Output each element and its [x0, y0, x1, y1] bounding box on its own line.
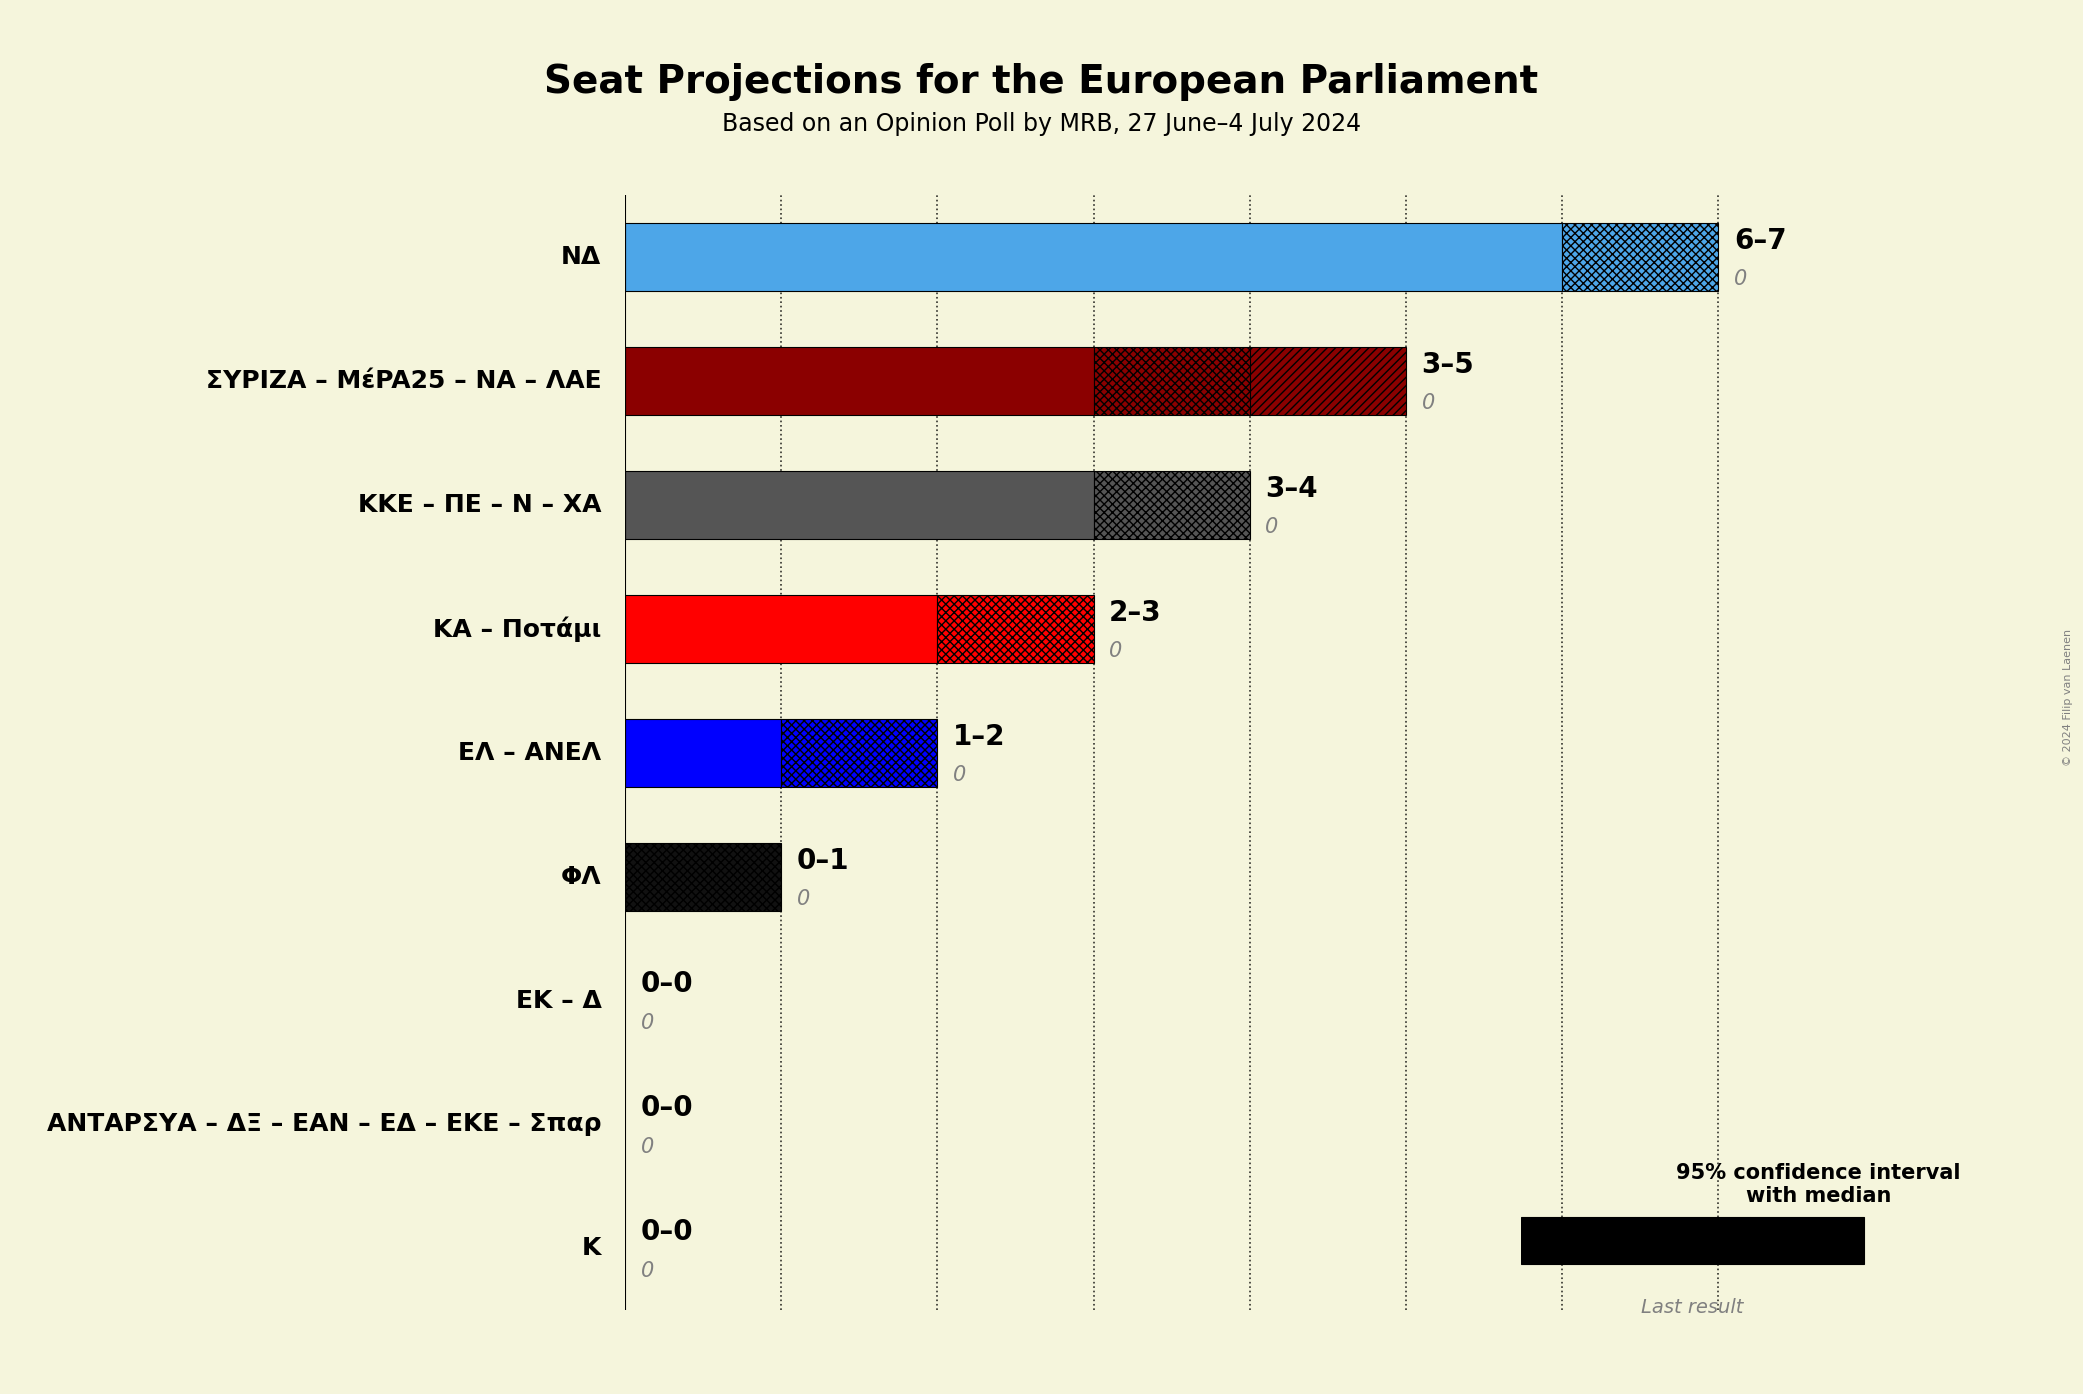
Text: 0: 0 — [796, 889, 810, 909]
Text: 0–0: 0–0 — [639, 1218, 694, 1246]
Bar — [781, 719, 937, 786]
Text: 2–3: 2–3 — [1108, 599, 1162, 627]
Text: ΣΥΡΙΖΑ – ΜέPA25 – ΝΑ – ΛΑΕ: ΣΥΡΙΖΑ – ΜέPA25 – ΝΑ – ΛΑΕ — [206, 369, 602, 393]
Bar — [625, 595, 937, 664]
Bar — [1094, 347, 1250, 415]
Text: 95% confidence interval
with median: 95% confidence interval with median — [1677, 1163, 1960, 1206]
Text: ΑΝΤΑΡΣΥΑ – ΔΞ – ΕΑΝ – ΕΔ – ΕΚΕ – Σπαρ: ΑΝΤΑΡΣΥΑ – ΔΞ – ΕΑΝ – ΕΔ – ΕΚΕ – Σπαρ — [48, 1112, 602, 1136]
Text: 0–0: 0–0 — [639, 970, 694, 998]
Text: 0: 0 — [1108, 641, 1123, 661]
Bar — [1521, 1217, 1635, 1264]
Text: NΔ: NΔ — [560, 245, 602, 269]
Bar — [1562, 223, 1718, 291]
Text: 0: 0 — [1421, 393, 1435, 414]
Text: ΕΚ – Δ: ΕΚ – Δ — [517, 988, 602, 1012]
Bar — [1750, 1217, 1864, 1264]
Bar — [1094, 471, 1250, 539]
Text: 0: 0 — [1264, 517, 1279, 537]
Bar — [937, 595, 1094, 664]
Text: 6–7: 6–7 — [1733, 227, 1787, 255]
Text: 0: 0 — [639, 1136, 654, 1157]
Text: 0: 0 — [639, 1013, 654, 1033]
Text: 0–1: 0–1 — [796, 846, 850, 874]
Bar — [1250, 347, 1406, 415]
Bar — [1635, 1217, 1750, 1264]
Text: Last result: Last result — [1641, 1298, 1743, 1316]
Bar — [625, 347, 1094, 415]
Bar — [625, 719, 781, 786]
Text: 1–2: 1–2 — [952, 722, 1006, 750]
Text: 0: 0 — [1733, 269, 1748, 290]
Text: 0–0: 0–0 — [639, 1094, 694, 1122]
Text: Based on an Opinion Poll by MRB, 27 June–4 July 2024: Based on an Opinion Poll by MRB, 27 June… — [723, 112, 1360, 135]
Bar — [625, 471, 1094, 539]
Text: ΦΛ: ΦΛ — [560, 864, 602, 888]
Text: 3–5: 3–5 — [1421, 351, 1475, 379]
Bar — [625, 842, 781, 910]
Text: ΕΛ – ΑΝΕΛ: ΕΛ – ΑΝΕΛ — [458, 740, 602, 765]
Text: © 2024 Filip van Laenen: © 2024 Filip van Laenen — [2062, 629, 2073, 765]
Text: ΚΑ – Ποτάμι: ΚΑ – Ποτάμι — [433, 616, 602, 641]
Bar — [625, 223, 1562, 291]
Text: 0: 0 — [639, 1260, 654, 1281]
Text: 0: 0 — [952, 765, 967, 785]
Text: Seat Projections for the European Parliament: Seat Projections for the European Parlia… — [544, 63, 1539, 100]
Text: 3–4: 3–4 — [1264, 475, 1319, 503]
Text: ΚΚΕ – ΠΕ – Ν – ΧΑ: ΚΚΕ – ΠΕ – Ν – ΧΑ — [358, 493, 602, 517]
Text: Κ: Κ — [581, 1236, 602, 1260]
